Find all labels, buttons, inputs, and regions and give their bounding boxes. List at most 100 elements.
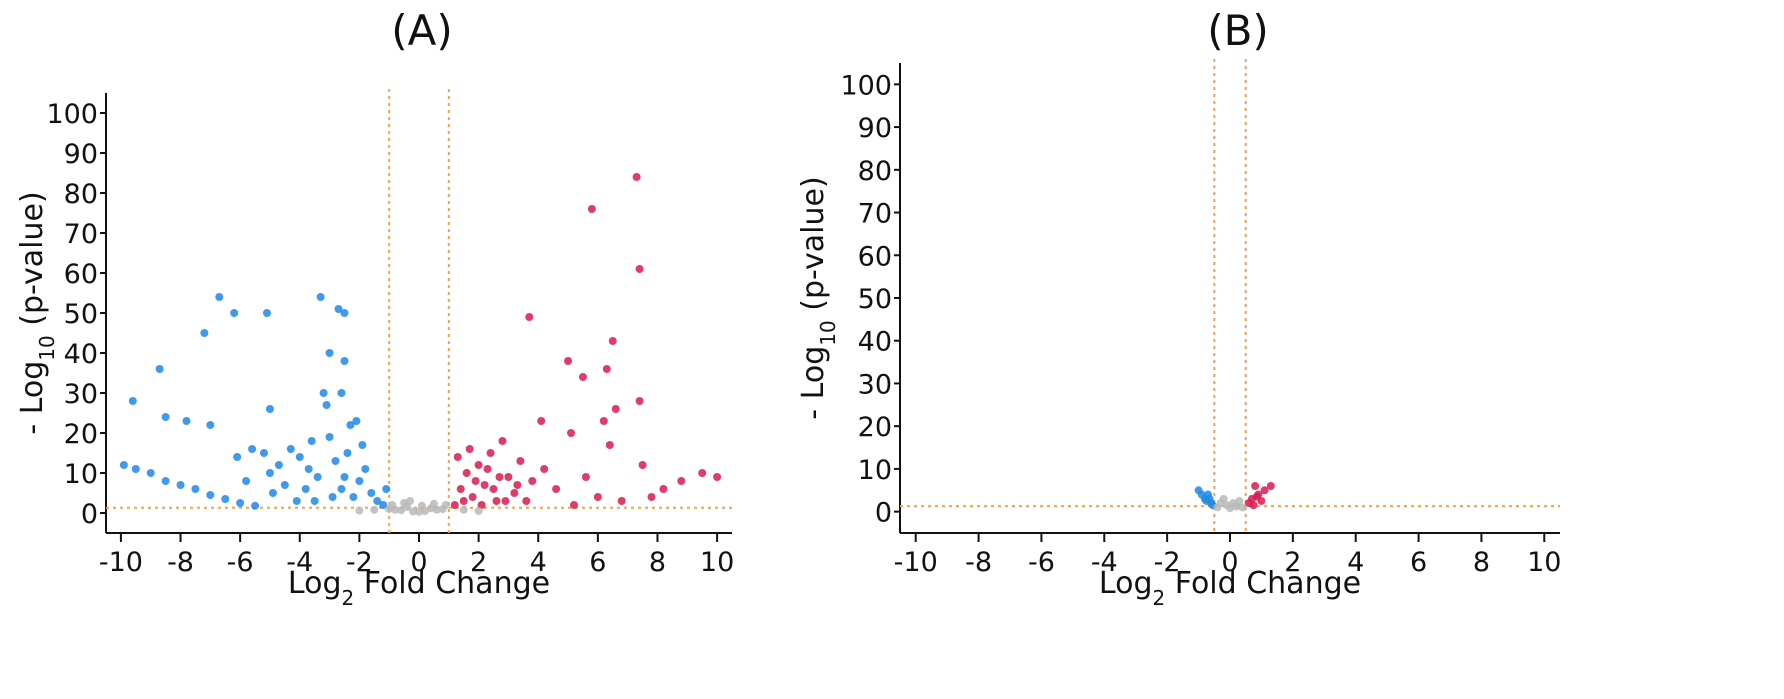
point-ns: [415, 507, 423, 516]
point-up: [540, 465, 549, 473]
point-ns: [406, 497, 415, 505]
point-down: [146, 469, 155, 477]
point-up: [578, 373, 587, 381]
point-down: [265, 405, 274, 413]
point-down: [325, 433, 334, 441]
point-down: [346, 421, 355, 429]
point-up: [528, 477, 537, 485]
x-tick-label: 0: [1221, 547, 1238, 578]
point-ns: [1219, 494, 1228, 503]
point-down: [358, 441, 367, 449]
point-up: [510, 489, 519, 497]
point-up: [504, 473, 513, 481]
x-tick-label: 10: [1527, 547, 1561, 578]
x-tick-label: -2: [346, 547, 373, 578]
y-tick-label: 30: [858, 369, 892, 400]
y-axis-label: - Log10 (p-value): [796, 176, 840, 419]
point-ns: [441, 501, 450, 509]
point-up: [593, 493, 602, 501]
x-tick-label: -10: [894, 547, 938, 578]
point-down: [343, 449, 352, 457]
y-tick-label: 20: [64, 419, 98, 450]
point-up: [1252, 492, 1261, 501]
point-up: [1266, 482, 1275, 490]
point-up: [459, 497, 468, 505]
y-tick-label: 80: [64, 179, 98, 210]
y-tick-label: 100: [840, 70, 892, 101]
y-tick-label: 0: [875, 498, 892, 529]
x-tick-label: 10: [700, 547, 734, 578]
point-down: [268, 489, 277, 497]
point-down: [274, 461, 283, 469]
point-ns: [474, 507, 483, 515]
y-tick-label: 90: [64, 139, 98, 170]
point-up: [608, 337, 617, 345]
point-up: [492, 497, 501, 505]
x-tick-label: 4: [1347, 547, 1364, 578]
point-up: [1249, 501, 1258, 510]
x-tick-label: -4: [1091, 547, 1118, 578]
point-down: [236, 499, 245, 507]
point-up: [635, 265, 644, 273]
x-tick-label: -4: [286, 547, 313, 578]
point-down: [313, 473, 322, 481]
point-up: [462, 469, 471, 477]
y-tick-label: 30: [64, 379, 98, 410]
point-down: [340, 473, 349, 481]
point-down: [251, 501, 260, 510]
point-down: [319, 389, 328, 397]
point-down: [128, 397, 137, 405]
point-up: [677, 477, 686, 485]
point-up: [617, 497, 626, 505]
point-down: [337, 389, 346, 397]
point-down: [259, 449, 268, 457]
point-down: [191, 485, 200, 493]
point-up: [698, 469, 707, 477]
x-tick-label: -2: [1154, 547, 1181, 578]
point-up: [638, 461, 647, 469]
point-up: [495, 473, 504, 481]
point-down: [316, 293, 325, 301]
point-down: [340, 309, 349, 317]
point-up: [635, 397, 644, 405]
x-tick-label: 2: [1284, 547, 1301, 578]
point-up: [450, 501, 459, 509]
point-down: [155, 365, 164, 373]
point-up: [489, 485, 498, 493]
x-tick-label: -6: [1028, 547, 1055, 578]
y-tick-label: 40: [858, 327, 892, 358]
point-down: [325, 349, 334, 357]
point-down: [379, 501, 388, 509]
point-up: [525, 313, 534, 321]
panel-a: (A)-10 -8 -6 -4 -2 0 2 4 6 8 100102030405060708090…: [15, 6, 734, 610]
x-tick-label: -10: [99, 547, 143, 578]
point-down: [1202, 496, 1211, 505]
y-tick-label: 60: [64, 259, 98, 290]
point-down: [334, 305, 343, 313]
point-ns: [429, 499, 438, 508]
x-tick-label: 0: [410, 547, 427, 578]
y-tick-label: 40: [64, 339, 98, 370]
point-up: [537, 417, 546, 425]
panel-title: (B): [1207, 6, 1269, 55]
y-tick-label: 50: [64, 299, 98, 330]
point-down: [176, 481, 185, 489]
y-tick-label: 70: [858, 199, 892, 230]
point-up: [483, 465, 492, 473]
point-up: [581, 473, 590, 481]
point-down: [233, 453, 242, 461]
y-tick-label: 100: [46, 99, 98, 130]
point-down: [248, 445, 257, 453]
point-ns: [1238, 503, 1247, 512]
point-up: [501, 497, 510, 505]
point-up: [474, 461, 483, 469]
point-down: [352, 417, 361, 425]
point-up: [567, 429, 576, 437]
point-down: [340, 357, 349, 365]
y-tick-label: 70: [64, 219, 98, 250]
point-down: [215, 293, 224, 301]
point-up: [465, 445, 474, 453]
point-down: [304, 465, 313, 473]
point-down: [382, 485, 391, 493]
point-up: [498, 437, 507, 445]
